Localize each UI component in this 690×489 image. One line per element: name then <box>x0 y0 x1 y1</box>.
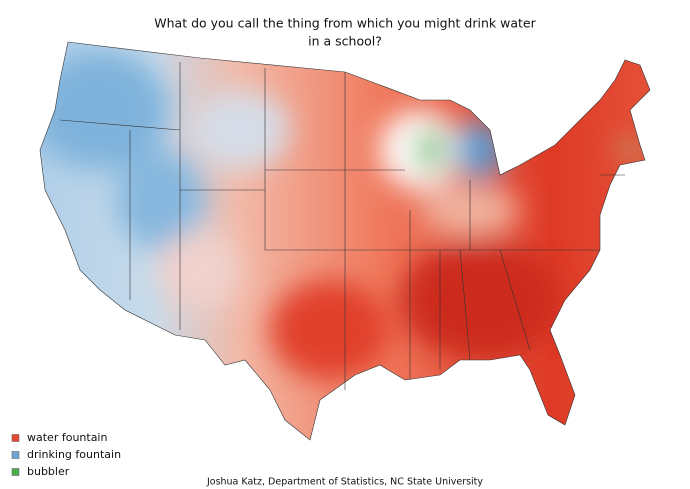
title-line: What do you call the thing from which yo… <box>154 16 536 31</box>
legend-label: bubbler <box>27 465 70 478</box>
legend-swatch <box>11 434 20 442</box>
state-lines <box>59 62 625 390</box>
legend-label: water fountain <box>27 431 107 444</box>
legend-swatch <box>11 451 20 459</box>
title-line: in a school? <box>308 34 382 49</box>
legend-label: drinking fountain <box>27 448 121 461</box>
legend: water fountain drinking fountain bubbler <box>11 431 121 478</box>
legend-swatch <box>11 468 20 476</box>
credit: Joshua Katz, Department of Statistics, N… <box>206 477 483 488</box>
